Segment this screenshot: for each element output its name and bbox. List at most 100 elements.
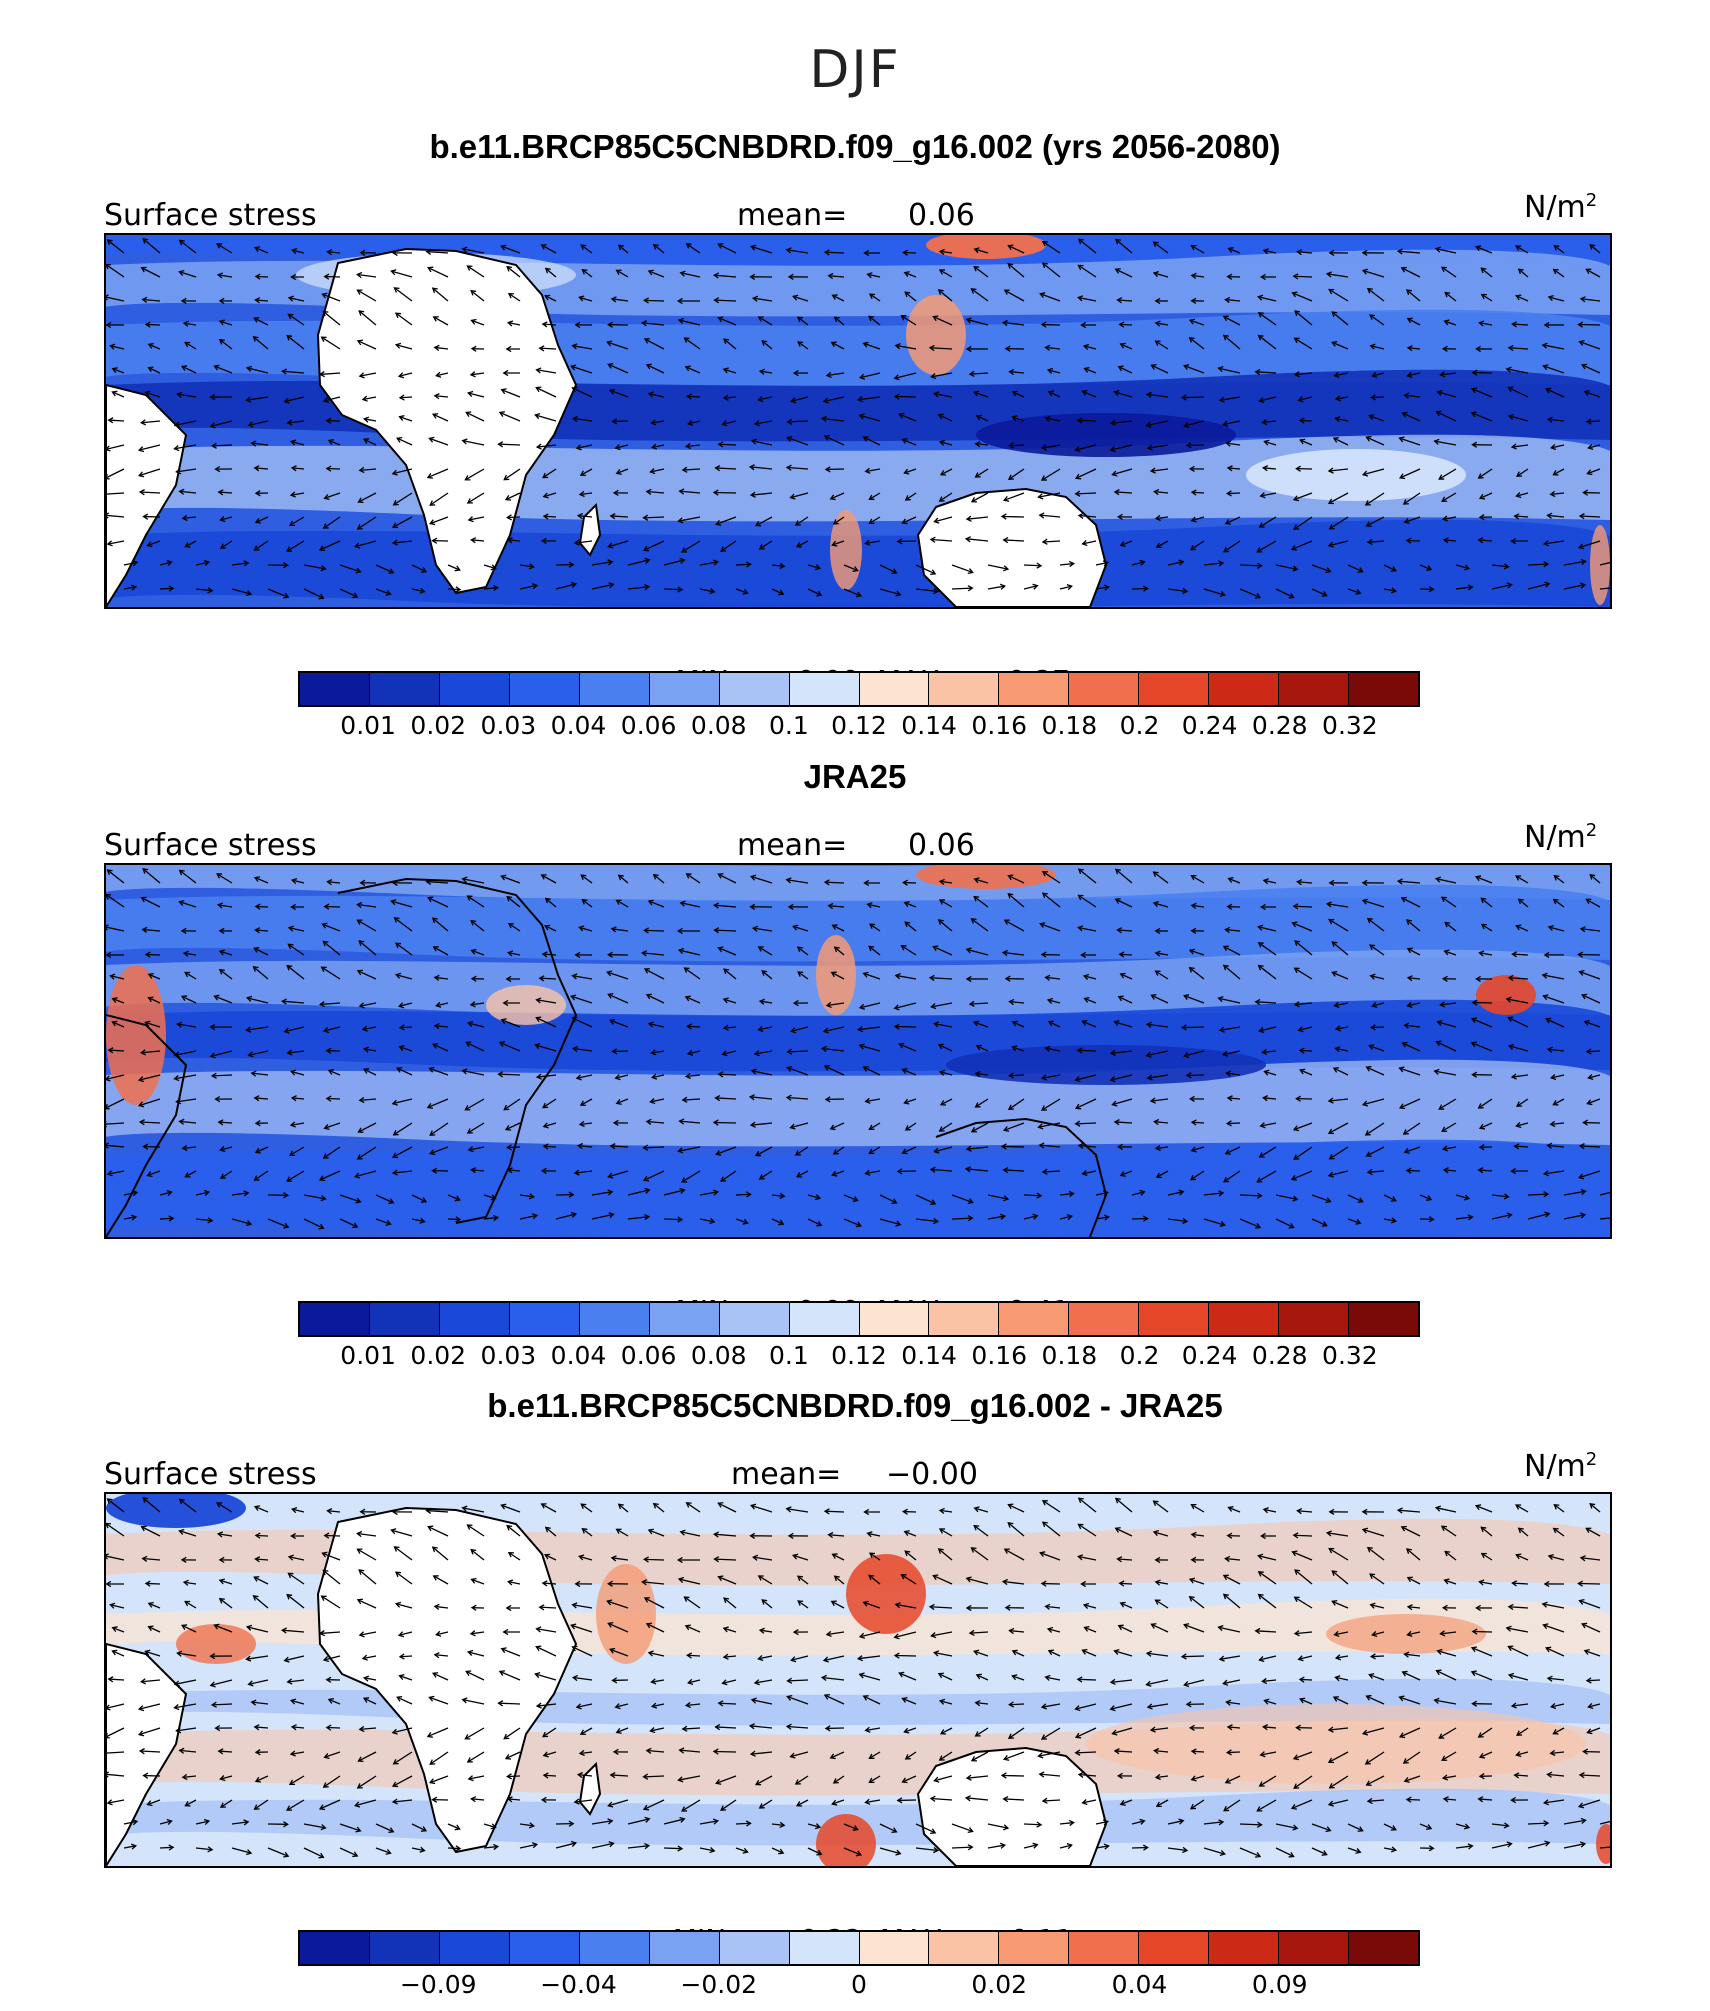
stress-vector-head: [1257, 942, 1264, 948]
stress-vector: [140, 1750, 161, 1753]
stress-vector: [678, 1578, 701, 1585]
stress-vector: [966, 318, 989, 326]
stress-vector: [536, 1646, 557, 1657]
stress-vector: [148, 973, 161, 980]
stress-vector-head: [356, 1530, 363, 1538]
stress-vector-head: [286, 546, 293, 552]
stress-vector-head: [106, 445, 111, 452]
stress-vector-head: [676, 927, 683, 935]
stress-vector-head: [356, 289, 363, 295]
stress-vector: [1203, 588, 1225, 596]
stress-vector-head: [283, 397, 290, 404]
stress-vector-head: [1480, 897, 1487, 904]
stress-vector: [1443, 1169, 1457, 1172]
stress-vector: [1084, 997, 1097, 1004]
stress-vector: [357, 516, 377, 530]
stress-vector-head: [1550, 1702, 1557, 1710]
stress-vector-head: [323, 494, 330, 500]
stress-vector-head: [1261, 465, 1269, 472]
stress-vector-head: [902, 249, 908, 256]
stress-vector-head: [1188, 1577, 1196, 1584]
stress-vector: [220, 1775, 233, 1780]
stress-vector: [145, 1650, 161, 1657]
colorbar-tick-label: 0.16: [971, 711, 1028, 740]
stress-vector: [940, 1098, 953, 1106]
stress-vector-head: [318, 1630, 325, 1637]
stress-vector: [1404, 1146, 1421, 1153]
stress-vector-head: [431, 287, 438, 294]
stress-vector-head: [1190, 1503, 1197, 1510]
stress-vector-head: [645, 363, 652, 370]
stress-vector: [571, 995, 593, 1004]
stress-vector: [1075, 1727, 1097, 1738]
stress-vector-head: [608, 1212, 615, 1219]
stress-vector-head: [1256, 562, 1263, 569]
stress-vector-head: [823, 879, 830, 886]
stress-vector: [1077, 419, 1097, 422]
stress-vector-head: [111, 390, 118, 397]
stress-vector-head: [831, 294, 838, 300]
stress-vector-head: [1117, 995, 1124, 1002]
stress-vector-head: [754, 520, 762, 527]
stress-vector-head: [203, 559, 211, 567]
stress-vector: [754, 1679, 773, 1684]
stress-vector-head: [1077, 925, 1084, 932]
stress-vector: [1480, 267, 1493, 278]
stress-vector: [1059, 1844, 1072, 1849]
stress-vector: [1311, 1218, 1327, 1227]
stress-vector: [1407, 1631, 1421, 1636]
stress-vector: [1328, 1098, 1349, 1102]
stress-vector-head: [470, 919, 477, 926]
stress-vector-head: [1152, 901, 1160, 908]
stress-vector-head: [253, 876, 261, 882]
stress-vector-head: [1327, 1757, 1335, 1764]
stress-vector-head: [469, 1001, 476, 1008]
difference-maximum: [1326, 1614, 1486, 1654]
stress-vector-head: [1142, 1215, 1149, 1222]
stress-vector: [219, 1598, 233, 1609]
stress-vector: [796, 540, 809, 548]
stress-vector: [1407, 947, 1421, 956]
stress-vector-head: [1189, 1803, 1197, 1810]
stress-vector: [930, 1168, 953, 1172]
stress-vector-head: [173, 445, 180, 452]
stress-vector: [1009, 1000, 1025, 1004]
stress-vector-head: [181, 514, 188, 522]
stress-vector: [831, 341, 845, 350]
stress-vector-head: [356, 969, 363, 976]
stress-vector-head: [748, 464, 755, 471]
stress-vector: [219, 320, 233, 326]
stress-vector: [1491, 583, 1512, 590]
stress-vector-head: [433, 393, 440, 400]
stress-vector-head: [466, 895, 473, 901]
stress-vector: [395, 1603, 413, 1609]
stress-vector: [573, 417, 593, 422]
stress-vector-head: [1405, 289, 1412, 295]
stress-vector: [572, 1646, 593, 1657]
stress-vector-head: [355, 567, 362, 574]
stress-vector: [822, 417, 845, 422]
stress-vector: [971, 1122, 989, 1133]
stress-vector: [1293, 275, 1313, 278]
stress-vector-head: [254, 490, 261, 497]
stress-vector-head: [1293, 371, 1300, 378]
stress-vector: [576, 444, 593, 449]
stress-vector: [253, 317, 269, 326]
stress-vector-head: [901, 1697, 908, 1703]
stress-vector: [1155, 322, 1169, 326]
stress-vector: [699, 1847, 715, 1852]
stress-vector: [1003, 1169, 1025, 1172]
stress-vector: [807, 1847, 822, 1855]
stress-vector-head: [1406, 345, 1413, 352]
stress-vector: [723, 396, 737, 399]
stress-vector-head: [939, 1729, 947, 1735]
stress-vector: [699, 561, 718, 566]
stress-vector-head: [1503, 1193, 1510, 1200]
stress-vector-head: [970, 496, 977, 503]
stress-vector-head: [420, 1826, 428, 1832]
stress-vector: [1023, 585, 1038, 590]
stress-vector: [1479, 322, 1493, 326]
stress-vector-head: [1587, 443, 1594, 451]
stress-vector: [184, 341, 197, 350]
stress-vector-head: [1477, 537, 1484, 544]
